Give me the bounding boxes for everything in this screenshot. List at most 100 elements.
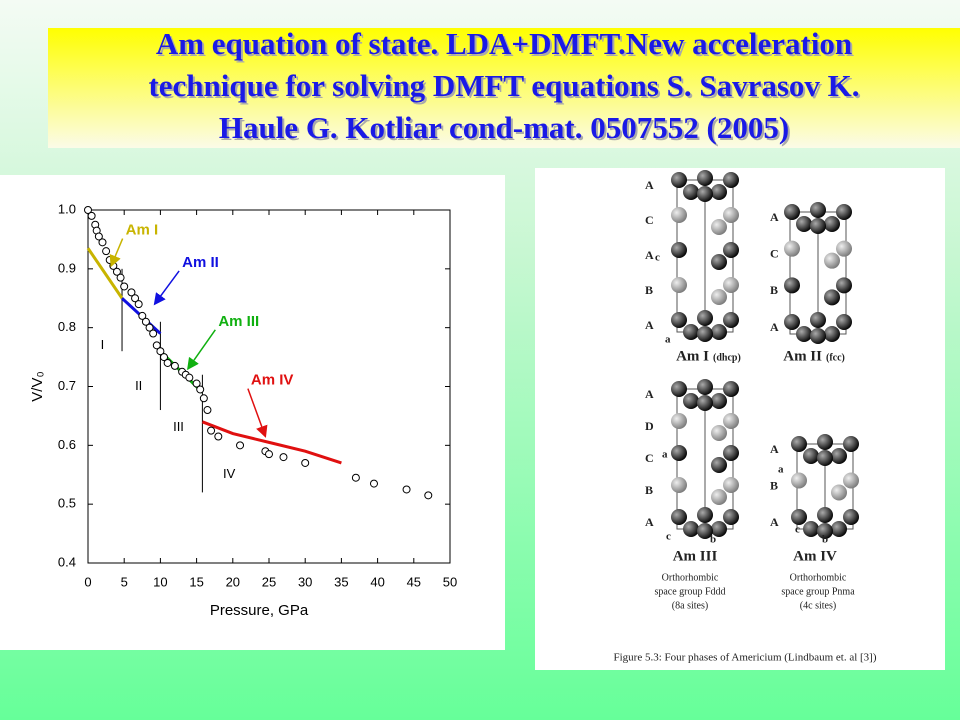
atom [697,310,713,326]
y-axis-label: V/V₀ [29,371,46,401]
atom [817,434,833,450]
axis-letter: b [710,534,716,546]
axis-letter: a [778,464,784,476]
x-tick-label: 5 [121,574,128,589]
y-tick-label: 0.9 [58,260,76,275]
atom [810,312,826,328]
atom [817,523,833,539]
atom [711,324,727,340]
axis-letter: a [662,449,668,461]
region-label: III [173,419,184,434]
atom [843,436,859,452]
data-point [120,282,129,291]
atom [831,484,847,501]
atom [683,521,699,537]
data-point [196,385,205,394]
layer-label: A [645,387,654,401]
atom [810,328,826,344]
data-point [116,273,125,282]
atom [723,312,739,328]
annotation-arrow [247,388,268,438]
atom [697,523,713,539]
atom [791,472,807,489]
x-tick-label: 45 [407,574,421,589]
atom [671,207,687,223]
atom [843,509,859,525]
annotation-arrow [153,270,180,306]
atom [697,186,713,202]
annotation-arrow [109,238,124,268]
atom [671,172,687,188]
x-tick-label: 35 [334,574,348,589]
data-point [369,479,378,488]
atom [723,477,739,493]
layer-label: B [770,478,778,492]
title: Am equation of state. LDA+DMFT.New accel… [148,26,861,147]
atom [784,204,800,220]
data-point [134,300,143,309]
x-tick-label: 40 [370,574,384,589]
axis-letter: b [822,534,828,546]
atom [671,413,687,429]
atom [791,436,807,452]
atom [836,277,852,294]
atom [831,448,847,464]
atom [723,509,739,525]
atom [836,240,852,257]
data-point [145,323,154,332]
title-shadow: technique for solving DMFT equations S. … [150,70,861,105]
atom [671,509,687,525]
layer-label: C [645,213,654,227]
data-point [131,294,140,303]
atom [723,172,739,188]
atom [723,381,739,397]
title-band [48,28,960,148]
atom [843,472,859,489]
y-tick-label: 0.4 [58,554,76,569]
structure-note: (8a sites) [672,600,708,611]
layer-label: A [645,515,654,529]
y-tick-label: 0.8 [58,319,76,334]
structure-note: (4c sites) [800,600,836,611]
layer-label: A [770,320,779,334]
atom [784,314,800,330]
chart: 0 5 10 15 20 25 30 35 40 45 50 0.4 0.5 0.6 0.7 0.8 0.9 1.… [29,201,457,619]
atom [683,184,699,200]
atom [723,207,739,223]
atom [697,170,713,186]
data-point [160,353,169,362]
chart-panel [0,175,505,650]
structure-name: Am I [676,348,709,364]
data-point [402,485,411,494]
x-tick-label: 50 [443,574,457,589]
structure-sub: (dhcp) [713,352,741,363]
atom [671,312,687,328]
atom [711,254,727,270]
y-tick-label: 0.6 [58,437,76,452]
atom [697,507,713,523]
annotation-arrow [187,329,216,371]
atom [671,477,687,493]
x-tick-label: 25 [262,574,276,589]
atom [697,395,713,411]
y-tick-label: 0.5 [58,496,76,511]
data-point [152,341,161,350]
structure-name: Am II [783,348,822,364]
data-point [214,432,223,441]
axis-letter: c [655,252,660,264]
phase-line [86,247,124,300]
phase-annotation: Am IV [251,372,294,389]
layer-label: A [770,210,779,224]
layer-label: A [770,442,779,456]
atom [697,326,713,342]
region-label: I [101,337,105,352]
atom [796,326,812,342]
atom [697,379,713,395]
x-tick-label: 20 [226,574,240,589]
atom [824,289,840,306]
data-point [149,329,158,338]
structure-name: Am III [673,548,718,564]
atom [711,289,727,305]
data-point [301,458,310,467]
data-point [351,473,360,482]
